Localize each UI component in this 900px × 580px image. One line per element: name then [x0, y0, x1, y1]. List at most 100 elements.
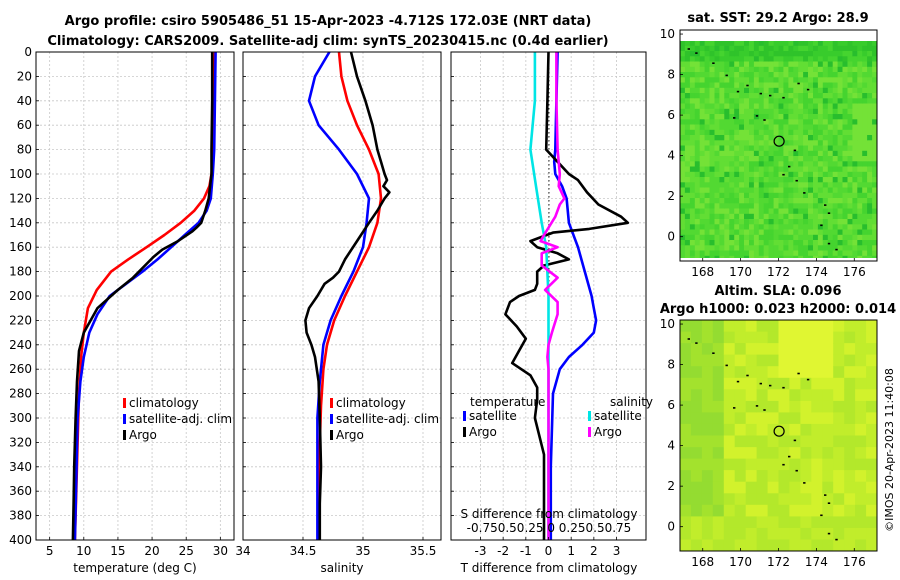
field-cell	[842, 82, 848, 89]
field-cell	[808, 208, 814, 215]
field-cell	[803, 245, 809, 251]
field-cell	[817, 56, 824, 62]
field-cell	[832, 182, 838, 188]
field-cell	[867, 114, 873, 120]
field-cell	[867, 108, 873, 115]
field-cell	[822, 140, 829, 146]
field-cell	[808, 224, 814, 230]
field-cell	[833, 320, 845, 332]
field-cell	[689, 93, 696, 99]
field-cell	[817, 156, 824, 162]
field-cell	[734, 240, 740, 246]
field-cell	[857, 198, 863, 204]
field-cell	[749, 145, 755, 152]
island	[793, 149, 797, 152]
field-cell	[867, 245, 873, 251]
field-cell	[701, 516, 714, 529]
island	[797, 82, 800, 85]
field-cell	[813, 250, 819, 257]
field-cell	[689, 171, 696, 178]
x-tick-label: 170	[729, 555, 752, 569]
field-cell	[723, 493, 736, 506]
field-cell	[714, 56, 720, 62]
field-cell	[773, 229, 779, 236]
y-tick-label: 240	[9, 338, 32, 352]
field-cell	[844, 331, 856, 344]
field-cell	[872, 234, 877, 241]
field-cell	[842, 203, 848, 209]
field-cell	[719, 35, 724, 41]
field-cell	[734, 192, 740, 199]
field-cell	[758, 208, 765, 215]
field-cell	[808, 192, 814, 199]
field-cell	[832, 129, 838, 136]
field-cell	[723, 400, 736, 413]
field-cell	[690, 539, 703, 551]
field-cell	[734, 177, 740, 183]
field-cell	[803, 213, 809, 220]
field-cell	[758, 77, 765, 83]
field-cell	[857, 30, 862, 36]
field-cell	[778, 377, 790, 390]
field-cell	[867, 219, 873, 225]
field-cell	[754, 35, 759, 41]
field-cell	[729, 161, 735, 167]
field-cell	[744, 45, 750, 52]
field-cell	[811, 343, 823, 356]
field-cell	[724, 240, 730, 246]
field-cell	[852, 30, 857, 36]
field-cell	[724, 150, 730, 157]
field-cell	[773, 72, 779, 78]
field-cell	[729, 124, 735, 131]
field-cell	[694, 192, 701, 199]
field-cell	[739, 35, 744, 41]
field-cell	[848, 30, 853, 36]
x-tick-label: 176	[843, 555, 866, 569]
field-cell	[822, 161, 829, 167]
x-tick-label: 172	[767, 555, 790, 569]
field-cell	[773, 51, 779, 57]
field-cell	[857, 250, 863, 257]
field-cell	[867, 182, 873, 188]
field-cell	[867, 240, 873, 246]
field-cell	[734, 161, 740, 167]
field-cell	[744, 161, 750, 167]
field-cell	[684, 240, 691, 246]
field-cell	[749, 161, 755, 167]
field-cell	[704, 51, 710, 57]
y-tick-label: 60	[17, 118, 32, 132]
field-cell	[768, 61, 774, 68]
field-cell	[723, 377, 736, 390]
field-cell	[788, 66, 794, 73]
field-cell	[724, 124, 730, 131]
field-cell	[739, 124, 745, 131]
field-cell	[724, 177, 730, 183]
field-cell	[744, 66, 750, 73]
field-cell	[852, 61, 858, 68]
field-cell	[798, 103, 804, 110]
field-cell	[689, 135, 696, 141]
field-cell	[793, 240, 799, 246]
x-tick-label: 15	[110, 544, 125, 558]
field-cell	[817, 124, 824, 131]
field-cell	[684, 187, 691, 194]
field-cell	[712, 458, 725, 471]
field-cell	[867, 145, 873, 152]
field-cell	[800, 320, 812, 332]
island	[788, 165, 791, 168]
field-cell	[822, 504, 834, 517]
field-cell	[817, 119, 824, 125]
field-cell	[788, 61, 794, 68]
field-cell	[872, 150, 877, 157]
field-cell	[857, 192, 863, 199]
field-cell	[724, 203, 730, 209]
field-cell	[701, 343, 714, 356]
field-cell	[763, 103, 769, 110]
field-cell	[789, 435, 801, 448]
field-cell	[832, 213, 838, 220]
y-tick-label: 0	[667, 230, 675, 244]
field-cell	[684, 72, 691, 78]
field-cell	[719, 250, 725, 257]
field-cell	[724, 171, 730, 178]
field-cell	[724, 145, 730, 152]
